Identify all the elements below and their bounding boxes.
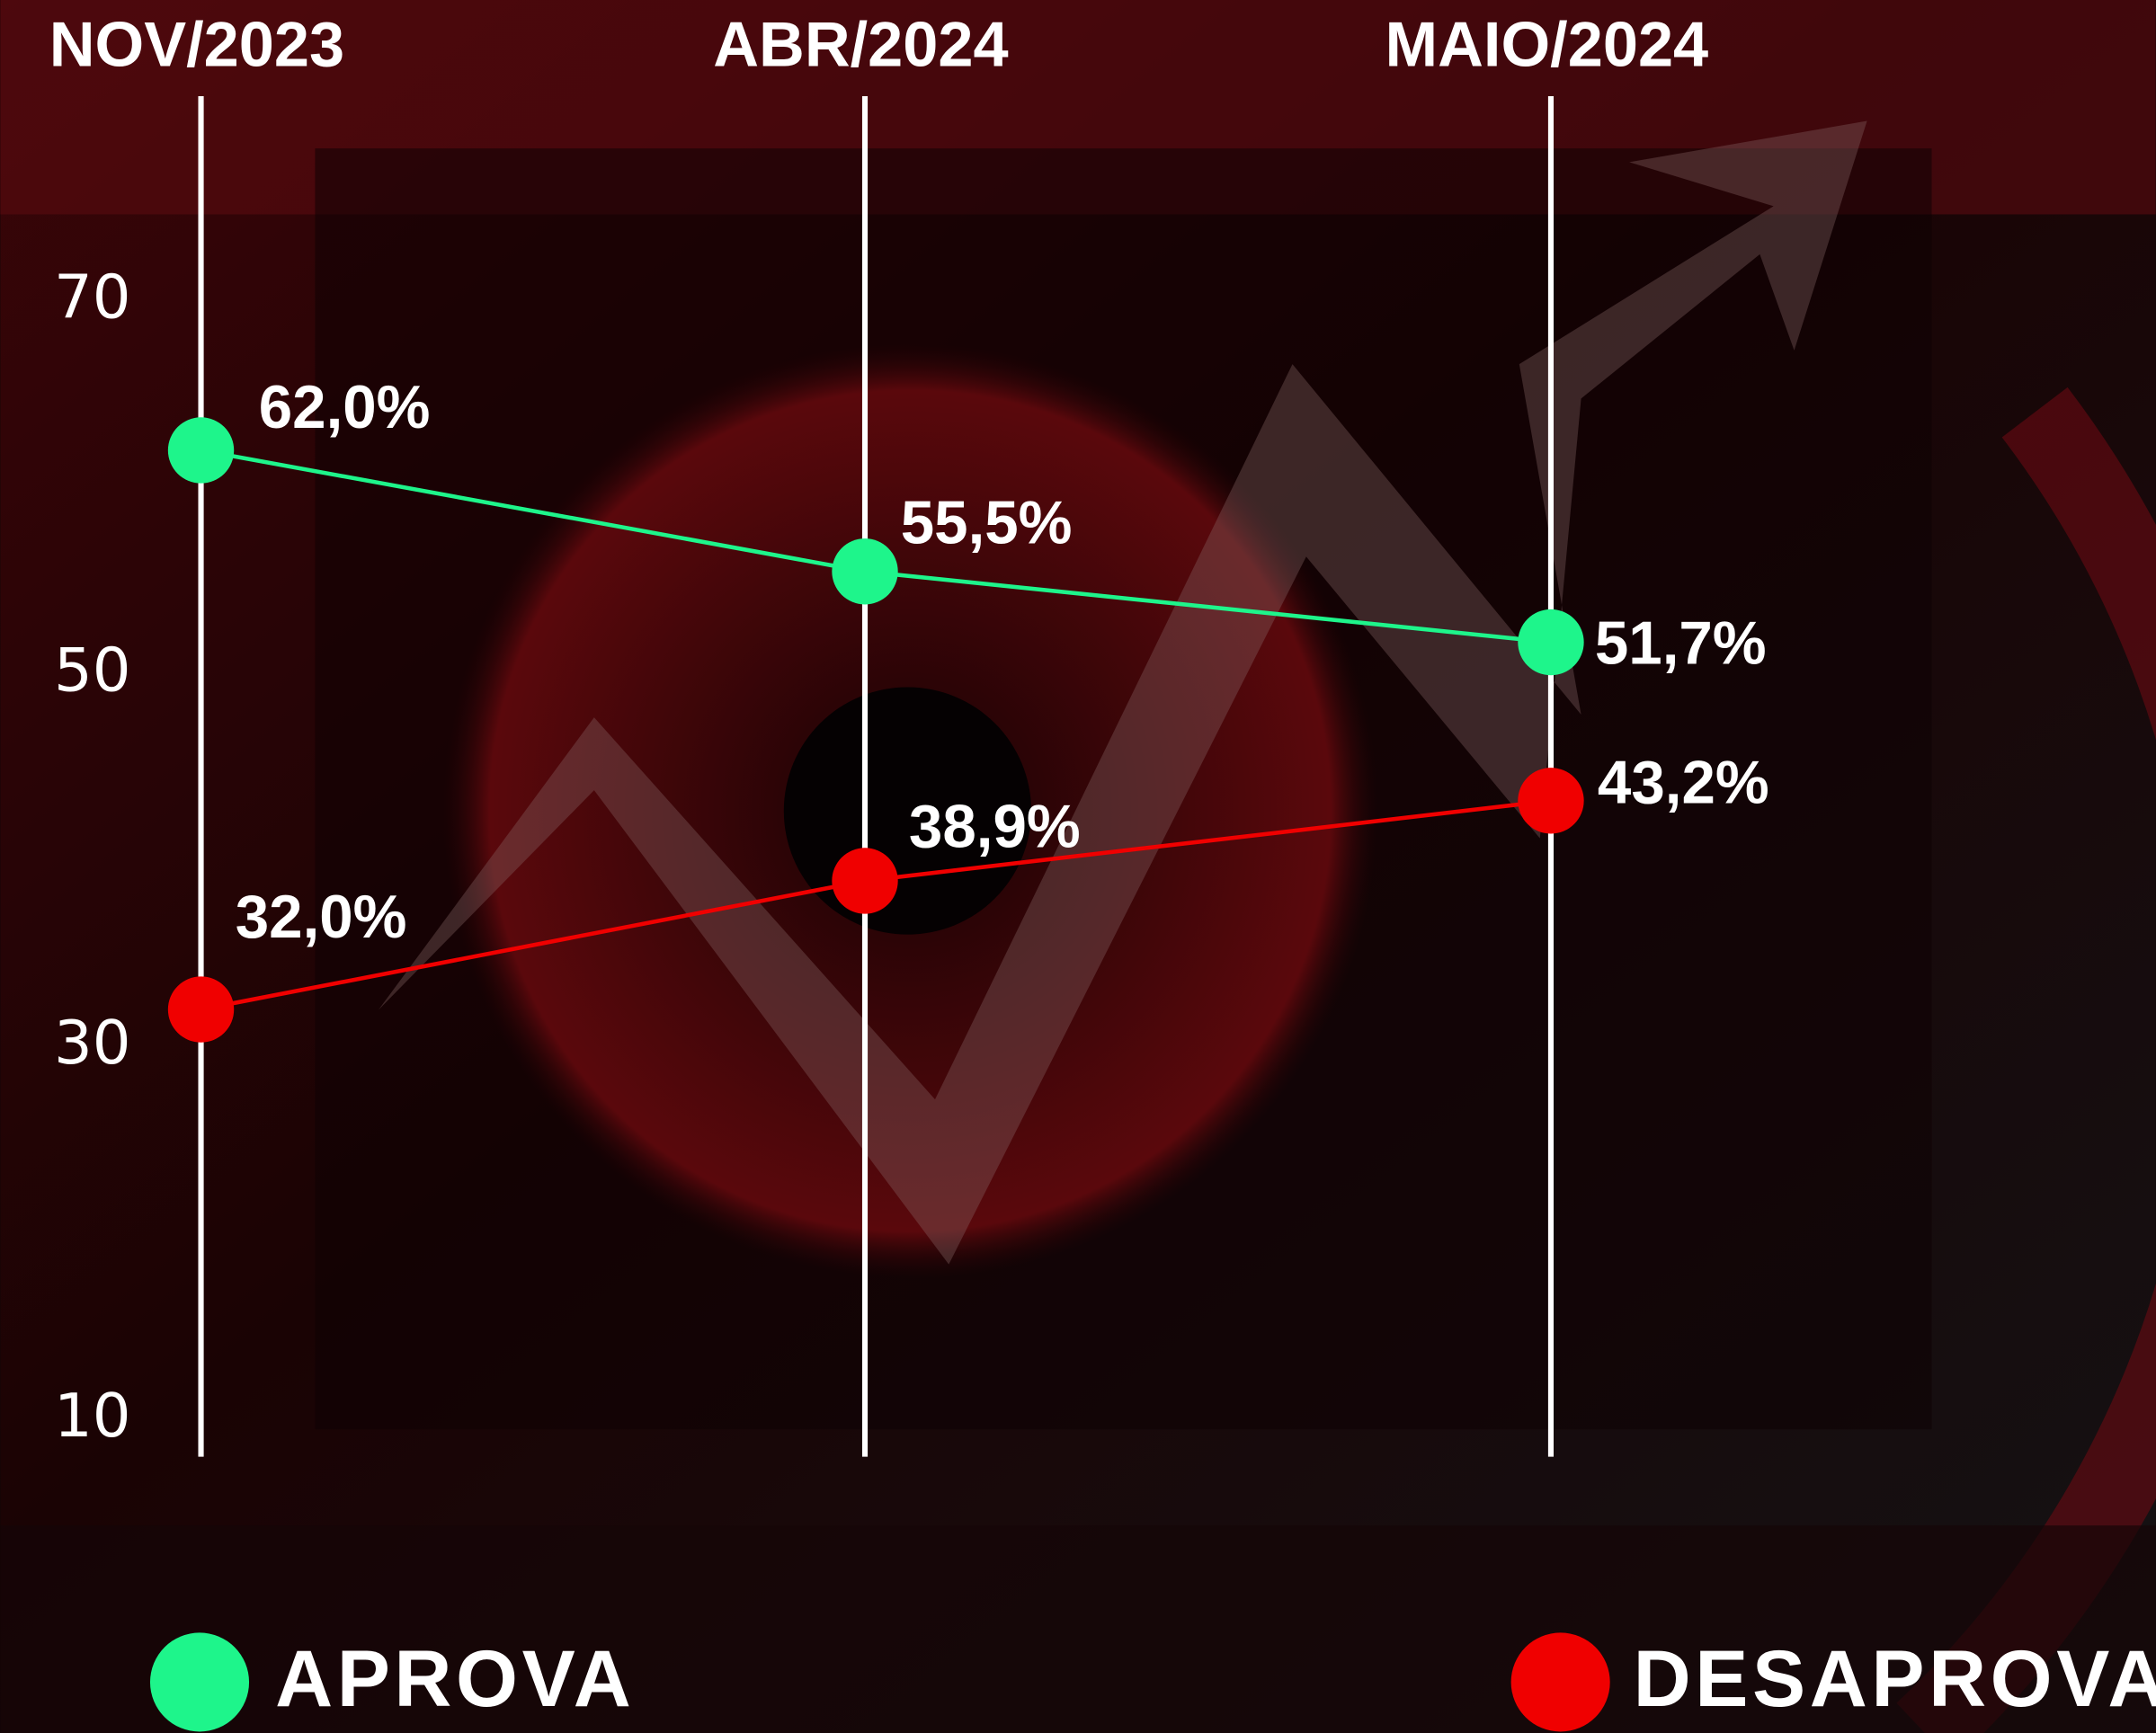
data-label: 55,5%: [901, 490, 1073, 557]
legend-marker: [150, 1632, 249, 1731]
legend-label: DESAPROVA: [1634, 1634, 2156, 1723]
data-label: 51,7%: [1595, 609, 1767, 677]
data-point: [1518, 609, 1583, 675]
data-label: 38,9%: [909, 794, 1081, 861]
background: [0, 0, 2156, 1733]
legend-marker: [1511, 1632, 1610, 1731]
x-tick-label: NOV/2023: [49, 9, 344, 80]
y-tick-label: 70: [54, 262, 131, 333]
data-label: 62,0%: [259, 374, 431, 441]
y-tick-label: 10: [54, 1381, 131, 1451]
legend-label: APROVA: [275, 1634, 635, 1723]
data-point: [1518, 768, 1583, 833]
data-label: 43,2%: [1598, 749, 1769, 816]
data-point: [168, 976, 234, 1042]
x-tick-label: ABR/2024: [713, 9, 1008, 80]
data-label: 32,0%: [236, 884, 407, 951]
chart: NOV/2023 ABR/2024 MAIO/2024 10 30 50 70 62,0% 55…: [0, 0, 2156, 1733]
data-point: [832, 538, 897, 604]
y-tick-label: 30: [54, 1008, 131, 1078]
page: {"chart_data": { "type": "line", "catego…: [0, 0, 2156, 1733]
y-tick-label: 50: [54, 635, 131, 705]
x-tick-label: MAIO/2024: [1385, 9, 1709, 80]
data-point: [832, 848, 897, 913]
data-point: [168, 417, 234, 483]
